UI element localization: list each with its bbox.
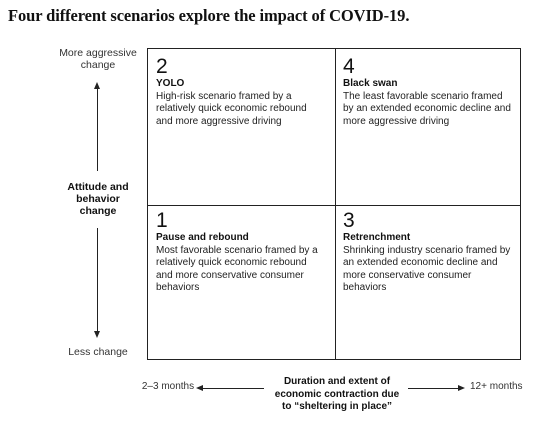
quadrant-description: Most favorable scenario framed by a rela… xyxy=(156,244,318,294)
y-axis-title: Attitude and behavior change xyxy=(67,181,129,217)
arrow-up-icon xyxy=(94,82,100,89)
scenario-matrix xyxy=(147,48,521,360)
quadrant-name: Black swan xyxy=(343,78,398,89)
arrow-down-icon xyxy=(94,331,100,338)
y-axis-top-label: More aggressive change xyxy=(59,47,137,71)
quadrant-number: 3 xyxy=(343,209,355,232)
quadrant-name: Retrenchment xyxy=(343,232,411,243)
page-title: Four different scenarios explore the imp… xyxy=(8,6,410,25)
y-axis-line-upper xyxy=(97,87,98,171)
quadrant-number: 4 xyxy=(343,55,355,78)
x-axis-left-label: 2–3 months xyxy=(141,381,195,392)
quadrant-name: Pause and rebound xyxy=(156,232,249,243)
x-axis-line-left xyxy=(202,388,264,389)
matrix-vertical-divider xyxy=(335,49,336,359)
x-axis-line-right xyxy=(408,388,458,389)
arrow-left-icon xyxy=(196,384,203,391)
quadrant-top-left: 2 YOLO High-risk scenario framed by a re… xyxy=(156,56,326,128)
quadrant-description: The least favorable scenario framed by a… xyxy=(343,90,511,127)
x-axis-right-label: 12+ months xyxy=(470,381,523,392)
quadrant-bottom-right: 3 Retrenchment Shrinking industry scenar… xyxy=(343,210,515,295)
quadrant-number: 1 xyxy=(156,209,168,232)
quadrant-number: 2 xyxy=(156,55,168,78)
quadrant-bottom-left: 1 Pause and rebound Most favorable scena… xyxy=(156,210,326,295)
quadrant-name: YOLO xyxy=(156,78,185,89)
quadrant-description: High-risk scenario framed by a relativel… xyxy=(156,90,307,127)
quadrant-top-right: 4 Black swan The least favorable scenari… xyxy=(343,56,515,128)
y-axis-bottom-label: Less change xyxy=(68,346,128,358)
x-axis-title: Duration and extent of economic contract… xyxy=(274,376,400,412)
arrow-right-icon xyxy=(458,384,465,391)
quadrant-description: Shrinking industry scenario framed by an… xyxy=(343,244,511,294)
matrix-horizontal-divider xyxy=(148,205,520,206)
y-axis-line-lower xyxy=(97,228,98,331)
